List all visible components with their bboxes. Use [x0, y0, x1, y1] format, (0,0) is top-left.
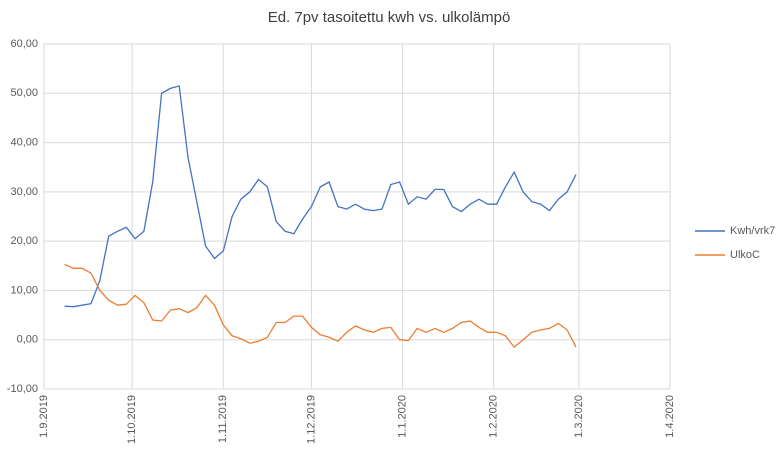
- y-tick-label: 0,00: [17, 334, 38, 346]
- y-tick-label: 50,00: [10, 87, 38, 99]
- y-tick-label: -10,00: [7, 383, 38, 395]
- legend-label: UlkoC: [730, 249, 760, 261]
- y-tick-label: 40,00: [10, 136, 38, 148]
- x-tick-label: 1.11.2019: [217, 395, 229, 443]
- chart-title: Ed. 7pv tasoitettu kwh vs. ulkolämpö: [268, 9, 511, 26]
- y-tick-label: 10,00: [10, 284, 38, 296]
- x-tick-label: 1.9.2019: [38, 395, 50, 438]
- data-line: [64, 85, 577, 308]
- x-tick-label: 1.1.2020: [396, 395, 408, 438]
- x-tick-label: 1.4.2020: [664, 395, 676, 438]
- y-tick-label: 60,00: [10, 38, 38, 50]
- x-tick-label: 1.3.2020: [573, 395, 585, 438]
- legend-label: Kwh/vrk7: [730, 225, 775, 237]
- x-tick-label: 1.12.2019: [305, 395, 317, 444]
- data-line: [64, 263, 577, 349]
- y-tick-label: 30,00: [10, 186, 38, 198]
- x-tick-label: 1.2.2020: [488, 395, 500, 438]
- x-tick-label: 1.10.2019: [126, 395, 138, 444]
- y-tick-label: 20,00: [10, 235, 38, 247]
